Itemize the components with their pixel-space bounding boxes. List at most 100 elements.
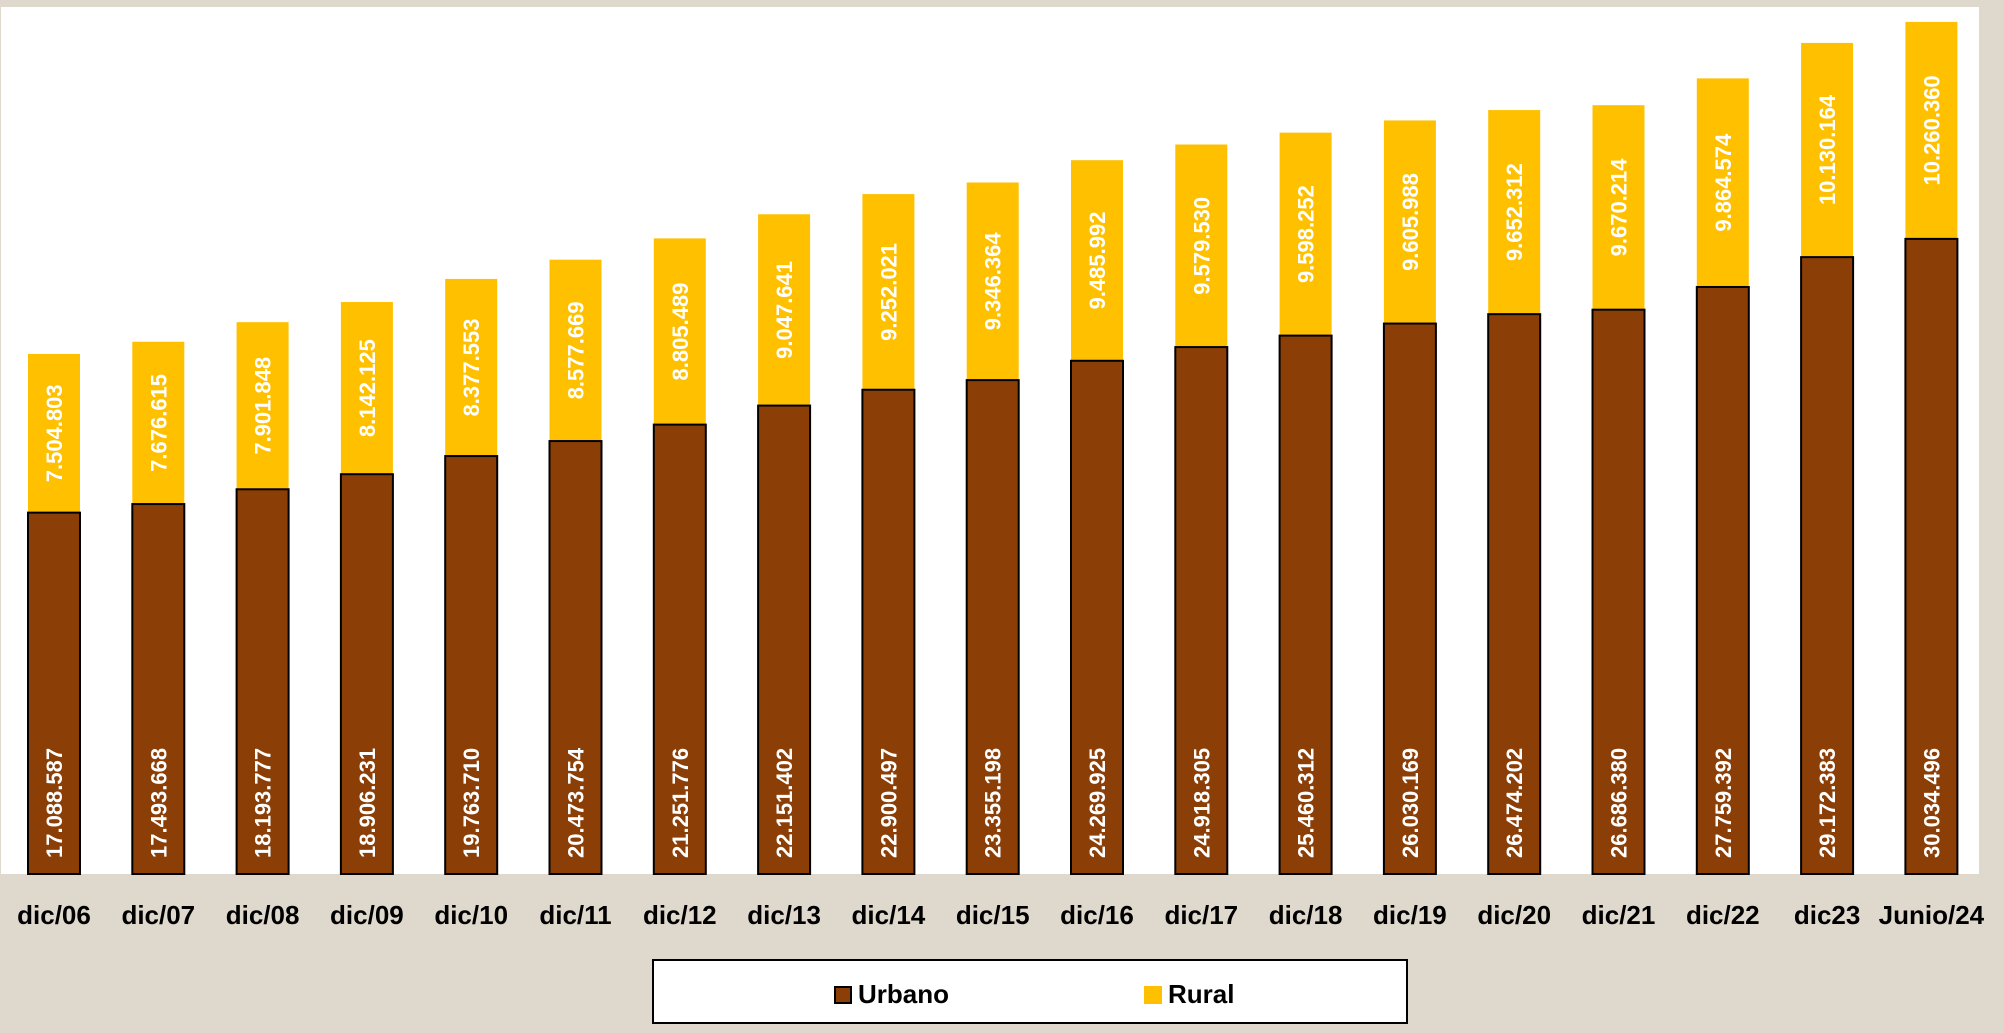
data-label-rural: 9.252.021 (876, 243, 901, 341)
data-label-urbano: 21.251.776 (668, 748, 693, 858)
legend-label-rural: Rural (1168, 979, 1235, 1009)
x-tick-label: dic/19 (1373, 900, 1447, 930)
data-label-rural: 8.377.553 (459, 319, 484, 417)
data-label-urbano: 26.474.202 (1502, 748, 1527, 858)
data-label-urbano: 22.900.497 (876, 748, 901, 858)
data-label-rural: 9.598.252 (1294, 185, 1319, 283)
bar-urbano (1487, 313, 1542, 875)
data-label-rural: 9.485.992 (1085, 212, 1110, 310)
bar-urbano (1278, 334, 1333, 875)
data-label-rural: 8.805.489 (668, 283, 693, 381)
data-label-rural: 9.605.988 (1398, 173, 1423, 271)
data-label-rural: 10.130.164 (1815, 94, 1840, 205)
x-tick-label: dic/13 (747, 900, 821, 930)
bar-rural (1801, 42, 1854, 258)
bar-urbano (1382, 322, 1437, 876)
bar-rural (28, 353, 80, 513)
bar-rural (1592, 105, 1645, 310)
bar-rural (445, 278, 498, 457)
data-label-urbano: 30.034.496 (1919, 748, 1944, 858)
data-label-rural: 9.652.312 (1502, 163, 1527, 261)
x-tick-label: Junio/24 (1879, 900, 1985, 930)
bar-rural (862, 194, 915, 390)
x-tick-label: dic/17 (1164, 900, 1238, 930)
data-label-urbano: 24.918.305 (1189, 748, 1214, 858)
bar-urbano (1591, 308, 1646, 875)
bar-urbano (444, 455, 499, 875)
bar-rural (1279, 132, 1332, 336)
data-label-urbano: 26.030.169 (1398, 748, 1423, 858)
x-tick-label: dic/14 (852, 900, 926, 930)
bar-rural (966, 182, 1019, 381)
bar-urbano (1174, 346, 1229, 875)
data-label-urbano: 17.493.668 (146, 748, 171, 858)
bar-labels-group: 17.088.587 7.504.803 17.493.668 7.676.615 18… (42, 75, 1944, 858)
bar-rural (1071, 160, 1123, 361)
data-label-urbano: 26.686.380 (1607, 748, 1632, 858)
legend-swatch-rural (1144, 985, 1162, 1004)
x-axis-tick-labels: dic/06 dic/07 dic/08 dic/09 dic/10 dic/11 dic/… (17, 900, 1985, 930)
x-tick-label: dic/07 (121, 900, 195, 930)
x-tick-label: dic23 (1794, 900, 1861, 930)
bar-rural (1488, 110, 1541, 315)
bar-urbano (757, 404, 812, 875)
x-tick-label: dic/08 (226, 900, 300, 930)
x-tick-label: dic/09 (330, 900, 404, 930)
x-tick-label: dic/06 (17, 900, 91, 930)
data-label-rural: 7.901.848 (251, 357, 276, 455)
legend-item-urbano: Urbano (834, 979, 949, 1010)
data-label-rural: 9.047.641 (772, 261, 797, 359)
bar-rural (1383, 120, 1436, 324)
bar-urbano (235, 488, 290, 875)
legend-label-urbano: Urbano (858, 979, 949, 1009)
data-label-urbano: 18.906.231 (355, 748, 380, 858)
bars-group (27, 21, 1959, 876)
x-tick-label: dic/18 (1269, 900, 1343, 930)
data-label-rural: 9.346.364 (981, 232, 1006, 331)
bar-urbano (652, 423, 707, 875)
bar-urbano (27, 511, 81, 875)
bar-urbano (965, 379, 1020, 875)
data-label-urbano: 24.269.925 (1085, 748, 1110, 858)
x-tick-label: dic/15 (956, 900, 1030, 930)
data-label-urbano: 29.172.383 (1815, 748, 1840, 858)
data-label-urbano: 22.151.402 (772, 748, 797, 858)
data-label-urbano: 27.759.392 (1711, 748, 1736, 858)
data-label-rural: 8.142.125 (355, 339, 380, 437)
bar-urbano (1800, 256, 1855, 875)
data-label-rural: 9.864.574 (1711, 133, 1736, 232)
bar-rural (758, 214, 811, 406)
bar-rural (1696, 78, 1749, 287)
data-label-rural: 10.260.360 (1919, 75, 1944, 185)
x-tick-label: dic/21 (1582, 900, 1656, 930)
bar-urbano (131, 503, 186, 875)
data-label-urbano: 17.088.587 (42, 748, 67, 858)
data-label-urbano: 20.473.754 (564, 747, 589, 858)
bar-urbano (861, 388, 916, 875)
bar-urbano (548, 440, 603, 875)
x-tick-label: dic/22 (1686, 900, 1760, 930)
x-tick-label: dic/16 (1060, 900, 1134, 930)
data-label-rural: 7.504.803 (42, 384, 67, 482)
data-label-urbano: 18.193.777 (251, 748, 276, 858)
x-tick-label: dic/11 (539, 900, 611, 930)
data-label-rural: 9.670.214 (1607, 158, 1632, 257)
data-label-urbano: 23.355.198 (981, 748, 1006, 858)
data-label-rural: 9.579.530 (1189, 197, 1214, 295)
legend-swatch-urbano (834, 985, 852, 1004)
x-tick-label: dic/12 (643, 900, 717, 930)
bar-rural (1905, 21, 1958, 239)
bar-rural (549, 259, 602, 442)
data-label-rural: 8.577.669 (564, 301, 589, 399)
bar-rural (653, 238, 706, 425)
bar-urbano (1070, 359, 1124, 875)
bar-rural (132, 341, 185, 505)
bar-rural (236, 322, 289, 490)
x-tick-label: dic/10 (434, 900, 508, 930)
legend: Urbano Rural (652, 959, 1408, 1024)
bar-urbano (339, 473, 394, 875)
data-label-urbano: 19.763.710 (459, 748, 484, 858)
bar-urbano (1904, 237, 1959, 875)
